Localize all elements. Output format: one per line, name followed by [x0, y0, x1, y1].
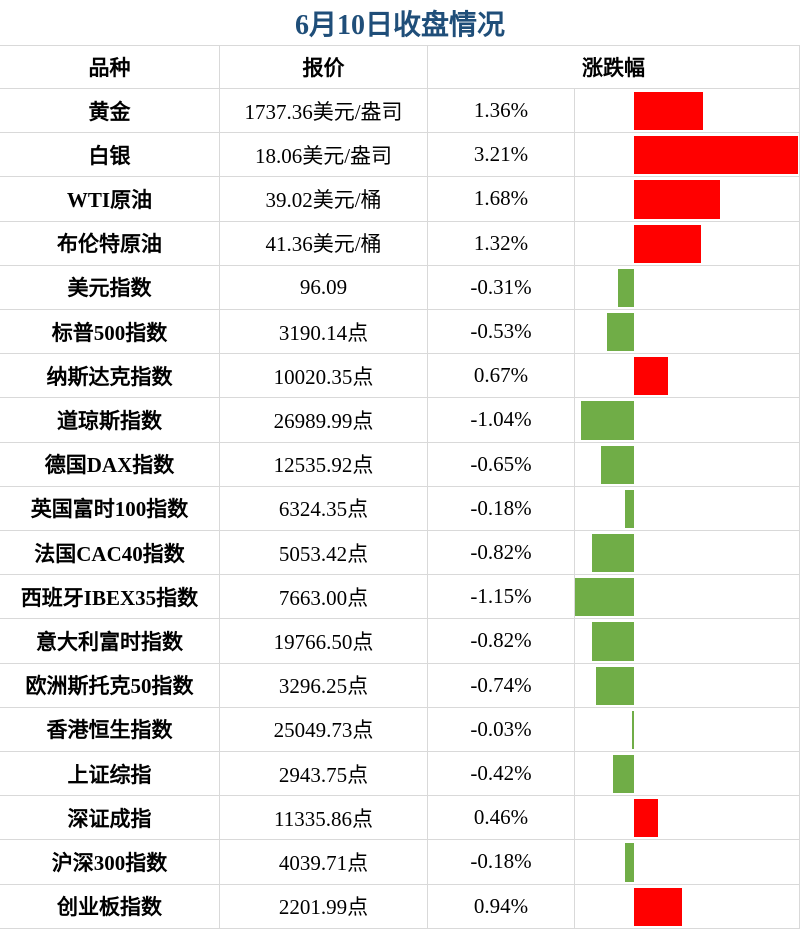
name-cell: 白银 — [0, 133, 220, 178]
bar-cell — [575, 752, 800, 797]
change-bar — [592, 622, 634, 661]
change-bar — [624, 843, 634, 882]
price-cell: 3190.14点 — [220, 310, 428, 355]
change-cell: -0.82% — [428, 531, 575, 576]
bar-cell — [575, 796, 800, 841]
change-bar — [634, 224, 702, 263]
name-cell: 创业板指数 — [0, 884, 220, 929]
bar-cell — [575, 840, 800, 885]
price-cell: 11335.86点 — [220, 796, 428, 841]
change-bar — [634, 799, 658, 838]
change-cell: 0.94% — [428, 884, 575, 929]
change-cell: -0.31% — [428, 265, 575, 310]
change-bar — [600, 445, 634, 484]
change-bar — [634, 180, 720, 219]
bar-cell — [575, 884, 800, 929]
name-cell: WTI原油 — [0, 177, 220, 222]
change-cell: -0.65% — [428, 442, 575, 487]
bar-cell — [575, 486, 800, 531]
change-bar — [592, 534, 634, 573]
name-cell: 纳斯达克指数 — [0, 354, 220, 399]
name-cell: 香港恒生指数 — [0, 707, 220, 752]
name-cell: 黄金 — [0, 89, 220, 134]
change-bar — [634, 887, 683, 926]
change-bar — [634, 92, 704, 131]
price-cell: 26989.99点 — [220, 398, 428, 443]
change-cell: -0.18% — [428, 486, 575, 531]
change-cell: 0.46% — [428, 796, 575, 841]
change-cell: 0.67% — [428, 354, 575, 399]
name-cell: 道琼斯指数 — [0, 398, 220, 443]
price-cell: 7663.00点 — [220, 575, 428, 620]
price-cell: 41.36美元/桶 — [220, 221, 428, 266]
change-bar — [612, 755, 634, 794]
name-cell: 西班牙IBEX35指数 — [0, 575, 220, 620]
name-cell: 法国CAC40指数 — [0, 531, 220, 576]
price-cell: 19766.50点 — [220, 619, 428, 664]
price-cell: 4039.71点 — [220, 840, 428, 885]
header-cell: 品种 — [0, 45, 220, 89]
change-bar — [606, 313, 634, 352]
price-cell: 5053.42点 — [220, 531, 428, 576]
change-cell: 1.68% — [428, 177, 575, 222]
name-cell: 标普500指数 — [0, 310, 220, 355]
change-bar — [624, 489, 634, 528]
change-bar — [596, 666, 634, 705]
change-cell: 3.21% — [428, 133, 575, 178]
price-cell: 10020.35点 — [220, 354, 428, 399]
header-cell: 涨跌幅 — [428, 45, 800, 89]
change-cell: 1.32% — [428, 221, 575, 266]
change-cell: -1.04% — [428, 398, 575, 443]
change-bar — [580, 401, 634, 440]
price-cell: 2943.75点 — [220, 752, 428, 797]
change-cell: -0.53% — [428, 310, 575, 355]
price-cell: 2201.99点 — [220, 884, 428, 929]
change-cell: -0.18% — [428, 840, 575, 885]
change-cell: -0.42% — [428, 752, 575, 797]
title: 6月10日收盘情况 — [0, 0, 800, 46]
price-cell: 18.06美元/盎司 — [220, 133, 428, 178]
price-cell: 96.09 — [220, 265, 428, 310]
change-cell: -1.15% — [428, 575, 575, 620]
name-cell: 沪深300指数 — [0, 840, 220, 885]
change-bar — [575, 578, 634, 617]
name-cell: 布伦特原油 — [0, 221, 220, 266]
price-cell: 12535.92点 — [220, 442, 428, 487]
change-bar — [618, 268, 634, 307]
change-cell: -0.03% — [428, 707, 575, 752]
change-cell: 1.36% — [428, 89, 575, 134]
bar-cell — [575, 265, 800, 310]
name-cell: 美元指数 — [0, 265, 220, 310]
change-bar — [634, 357, 669, 396]
change-bar — [634, 136, 799, 175]
header-cell: 报价 — [220, 45, 428, 89]
change-bar — [632, 710, 634, 749]
change-cell: -0.82% — [428, 619, 575, 664]
bar-cell — [575, 354, 800, 399]
name-cell: 上证综指 — [0, 752, 220, 797]
bar-cell — [575, 707, 800, 752]
name-cell: 欧洲斯托克50指数 — [0, 663, 220, 708]
name-cell: 德国DAX指数 — [0, 442, 220, 487]
price-cell: 3296.25点 — [220, 663, 428, 708]
price-cell: 39.02美元/桶 — [220, 177, 428, 222]
name-cell: 深证成指 — [0, 796, 220, 841]
change-cell: -0.74% — [428, 663, 575, 708]
price-cell: 6324.35点 — [220, 486, 428, 531]
price-cell: 25049.73点 — [220, 707, 428, 752]
name-cell: 英国富时100指数 — [0, 486, 220, 531]
name-cell: 意大利富时指数 — [0, 619, 220, 664]
price-cell: 1737.36美元/盎司 — [220, 89, 428, 134]
